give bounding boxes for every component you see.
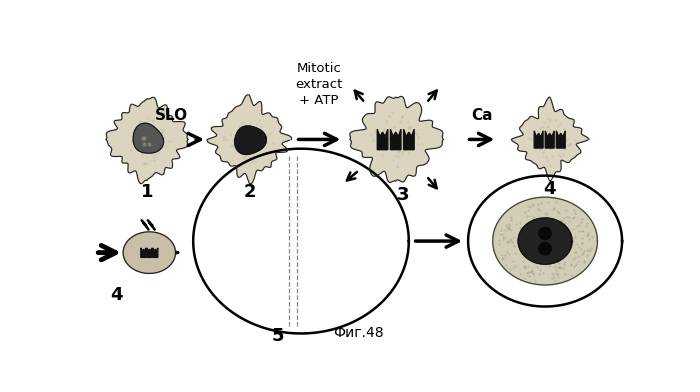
Text: 3: 3	[397, 186, 410, 204]
Polygon shape	[518, 218, 572, 264]
Polygon shape	[207, 95, 292, 184]
Polygon shape	[391, 129, 401, 150]
Polygon shape	[350, 96, 444, 182]
Text: 4: 4	[543, 180, 556, 198]
Polygon shape	[468, 176, 622, 307]
Polygon shape	[106, 97, 188, 184]
Polygon shape	[147, 248, 152, 258]
Polygon shape	[141, 248, 146, 258]
Polygon shape	[404, 129, 414, 150]
Polygon shape	[539, 243, 552, 255]
Polygon shape	[556, 131, 565, 148]
Text: Ca: Ca	[471, 107, 493, 123]
Polygon shape	[545, 131, 554, 148]
Text: Фиг.48: Фиг.48	[333, 326, 384, 339]
Polygon shape	[123, 232, 176, 273]
Polygon shape	[153, 248, 158, 258]
Text: 1: 1	[141, 183, 153, 201]
Polygon shape	[493, 197, 598, 285]
Text: 5: 5	[272, 327, 284, 345]
Text: Mitotic
extract
+ ATP: Mitotic extract + ATP	[295, 62, 342, 107]
Polygon shape	[534, 131, 543, 148]
Text: 4: 4	[110, 286, 122, 304]
Polygon shape	[234, 126, 267, 154]
Polygon shape	[377, 129, 388, 150]
Polygon shape	[193, 149, 409, 334]
Text: SLO: SLO	[155, 107, 188, 123]
Text: 2: 2	[243, 183, 256, 201]
Polygon shape	[539, 227, 552, 240]
Polygon shape	[133, 123, 164, 153]
Polygon shape	[511, 97, 589, 181]
